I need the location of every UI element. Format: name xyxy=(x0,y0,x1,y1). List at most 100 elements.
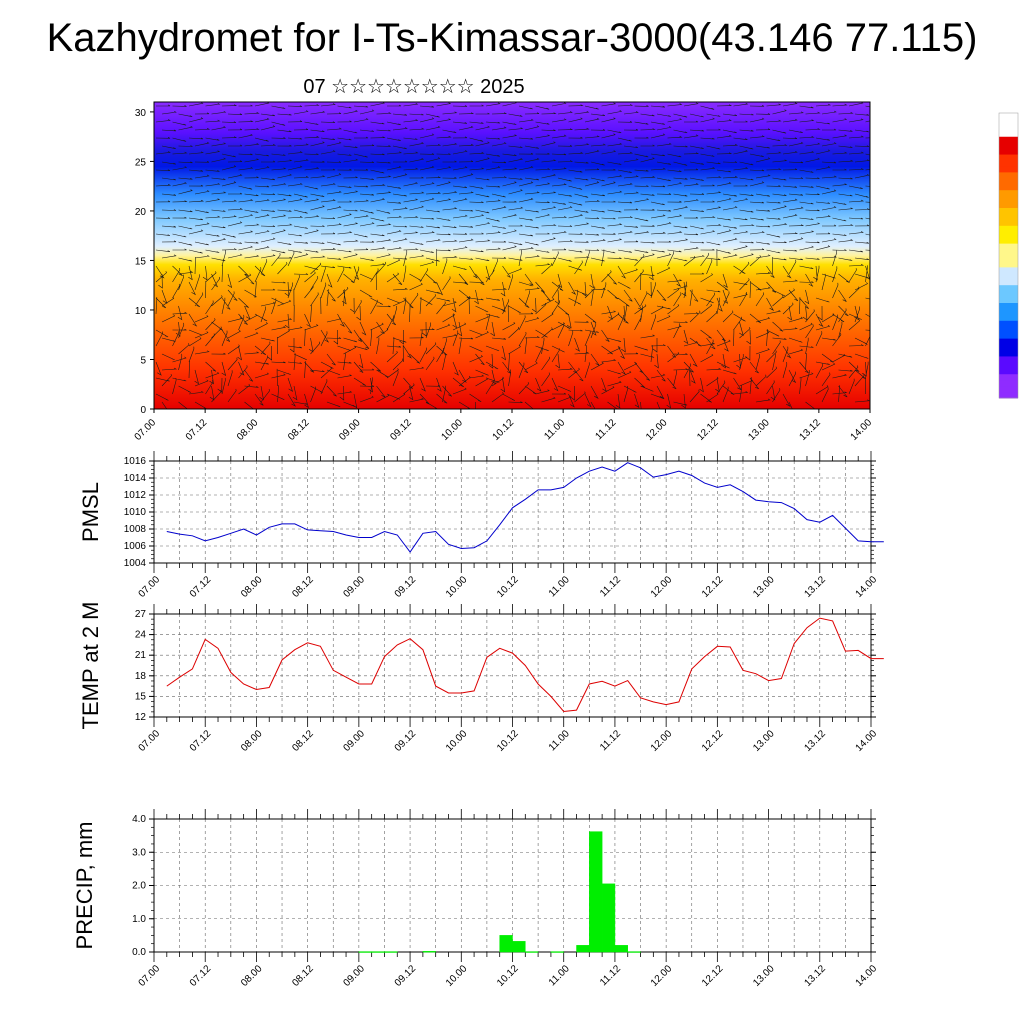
pmsl-x-tick-label: 13.00 xyxy=(751,574,777,600)
wind-barbs xyxy=(155,102,870,409)
colorbar-swatch xyxy=(999,208,1018,215)
colorbar-swatch xyxy=(999,196,1018,203)
precip-bar xyxy=(550,951,564,953)
pmsl-x-tick-label: 11.12 xyxy=(598,574,623,599)
precip-x-tick-label: 08.00 xyxy=(239,963,265,989)
cross-section-x-tick-label: 10.12 xyxy=(491,417,517,443)
temp-x-tick-label: 12.00 xyxy=(649,728,675,754)
colorbar-swatch xyxy=(999,160,1018,167)
pmsl-y-tick-label: 1006 xyxy=(124,541,147,552)
colorbar-swatch xyxy=(999,225,1018,233)
cross-section-x-tick-label: 10.00 xyxy=(440,417,466,443)
temp-x-tick-label: 08.12 xyxy=(290,728,316,754)
cross-section-x-tick-label: 09.00 xyxy=(337,417,363,443)
colorbar-swatch xyxy=(999,368,1018,375)
precip-x-tick-label: 11.12 xyxy=(598,963,623,988)
colorbar-swatch xyxy=(999,118,1018,126)
precip-bar xyxy=(576,945,590,953)
temp-series-line xyxy=(166,617,884,713)
precip-x-tick-label: 11.00 xyxy=(547,963,572,988)
precip-bar xyxy=(499,935,513,953)
wind-barb-lines xyxy=(155,102,870,409)
temp-x-tick-label: 08.00 xyxy=(239,728,265,754)
colorbar-swatch xyxy=(999,202,1018,209)
cross-section-x-tick-label: 08.12 xyxy=(286,417,312,443)
colorbar xyxy=(998,112,1019,399)
cross-section-x-tick-label: 12.00 xyxy=(644,417,670,443)
precip-x-tick-label: 12.12 xyxy=(700,963,726,989)
colorbar-swatch xyxy=(999,184,1018,191)
colorbar-swatch xyxy=(999,374,1018,381)
colorbar-swatch xyxy=(999,178,1018,185)
precip-y-tick-label: 3.0 xyxy=(132,847,146,858)
temp-x-tick-label: 14.00 xyxy=(854,728,880,754)
colorbar-swatch xyxy=(999,231,1018,239)
temp-x-tick-label: 07.12 xyxy=(188,728,214,754)
page-subtitle: 07 ☆☆☆☆☆☆☆☆ 2025 xyxy=(303,76,525,98)
temp-y-tick-label: 18 xyxy=(135,671,147,682)
precip-x-tick-label: 09.00 xyxy=(342,963,368,989)
cross-section-y-tick-label: 15 xyxy=(135,256,147,267)
cross-section-y-tick-label: 5 xyxy=(140,355,146,366)
temp-x-tick-label: 07.00 xyxy=(137,728,163,754)
pmsl-x-tick-label: 13.12 xyxy=(802,574,828,600)
pmsl-x-tick-label: 07.00 xyxy=(137,574,163,600)
temp-x-tick-label: 13.00 xyxy=(751,728,777,754)
temp-y-tick-label: 24 xyxy=(135,630,147,641)
colorbar-swatch xyxy=(999,142,1018,150)
colorbar-swatch xyxy=(999,320,1018,328)
colorbar-swatch xyxy=(999,362,1018,369)
cross-section-x-tick-label: 07.12 xyxy=(184,417,210,443)
pmsl-x-tick-label: 09.12 xyxy=(393,574,419,600)
colorbar-swatch xyxy=(999,219,1018,227)
pmsl-y-tick-label: 1004 xyxy=(124,558,147,569)
colorbar-swatch xyxy=(999,172,1018,179)
pmsl-y-tick-label: 1016 xyxy=(124,456,147,467)
precip-x-tick-label: 10.00 xyxy=(444,963,470,989)
colorbar-swatch xyxy=(999,297,1018,304)
colorbar-swatch xyxy=(999,291,1018,298)
colorbar-swatch xyxy=(999,113,1018,120)
pmsl-y-tick-label: 1008 xyxy=(124,524,147,535)
precip-bar xyxy=(627,951,641,953)
pmsl-x-tick-label: 14.00 xyxy=(854,574,880,600)
page-title: Kazhydromet for I-Ts-Kimassar-3000(43.14… xyxy=(46,16,978,60)
pmsl-series-line xyxy=(166,462,884,553)
colorbar-swatch xyxy=(999,338,1018,346)
temp-x-tick-label: 11.12 xyxy=(598,728,623,753)
pmsl-x-tick-label: 12.00 xyxy=(649,574,675,600)
precip-y-tick-label: 0.0 xyxy=(132,947,146,958)
precip-x-tick-label: 10.12 xyxy=(495,963,521,989)
cross-section-y-tick-label: 20 xyxy=(135,207,147,218)
colorbar-swatch xyxy=(999,154,1018,161)
temp-x-tick-label: 11.00 xyxy=(547,728,572,753)
colorbar-swatch xyxy=(999,136,1018,144)
precip-y-tick-label: 1.0 xyxy=(132,914,146,925)
precip-x-tick-label: 07.12 xyxy=(188,963,214,989)
temp-x-tick-label: 12.12 xyxy=(700,728,726,754)
precip-ylabel: PRECIP, mm xyxy=(72,822,97,950)
pmsl-ylabel: PMSL xyxy=(78,482,103,542)
precip-bar xyxy=(358,951,372,953)
precip-x-tick-label: 12.00 xyxy=(649,963,675,989)
cross-section-x-tick-label: 13.00 xyxy=(746,417,772,443)
colorbar-swatch xyxy=(999,380,1018,387)
pmsl-x-tick-label: 08.12 xyxy=(290,574,316,600)
cross-section-x-tick-label: 07.00 xyxy=(133,417,159,443)
precip-bar xyxy=(512,941,526,953)
colorbar-swatch xyxy=(999,190,1018,197)
precip-bar xyxy=(601,883,616,953)
precip-x-tick-label: 13.00 xyxy=(751,963,777,989)
colorbar-swatch xyxy=(999,326,1018,334)
pmsl-y-tick-label: 1014 xyxy=(124,473,147,484)
cross-section-y-tick-label: 0 xyxy=(140,405,146,416)
colorbar-swatch xyxy=(999,344,1018,351)
colorbar-swatch xyxy=(999,356,1018,363)
temp-ylabel: TEMP at 2 M xyxy=(78,602,103,730)
temp-x-tick-label: 10.00 xyxy=(444,728,470,754)
temp-y-tick-label: 12 xyxy=(135,712,147,723)
cross-section-x-tick-label: 14.00 xyxy=(849,417,875,443)
colorbar-swatch xyxy=(999,392,1018,399)
pmsl-x-tick-label: 10.12 xyxy=(495,574,521,600)
colorbar-swatch xyxy=(999,279,1018,286)
